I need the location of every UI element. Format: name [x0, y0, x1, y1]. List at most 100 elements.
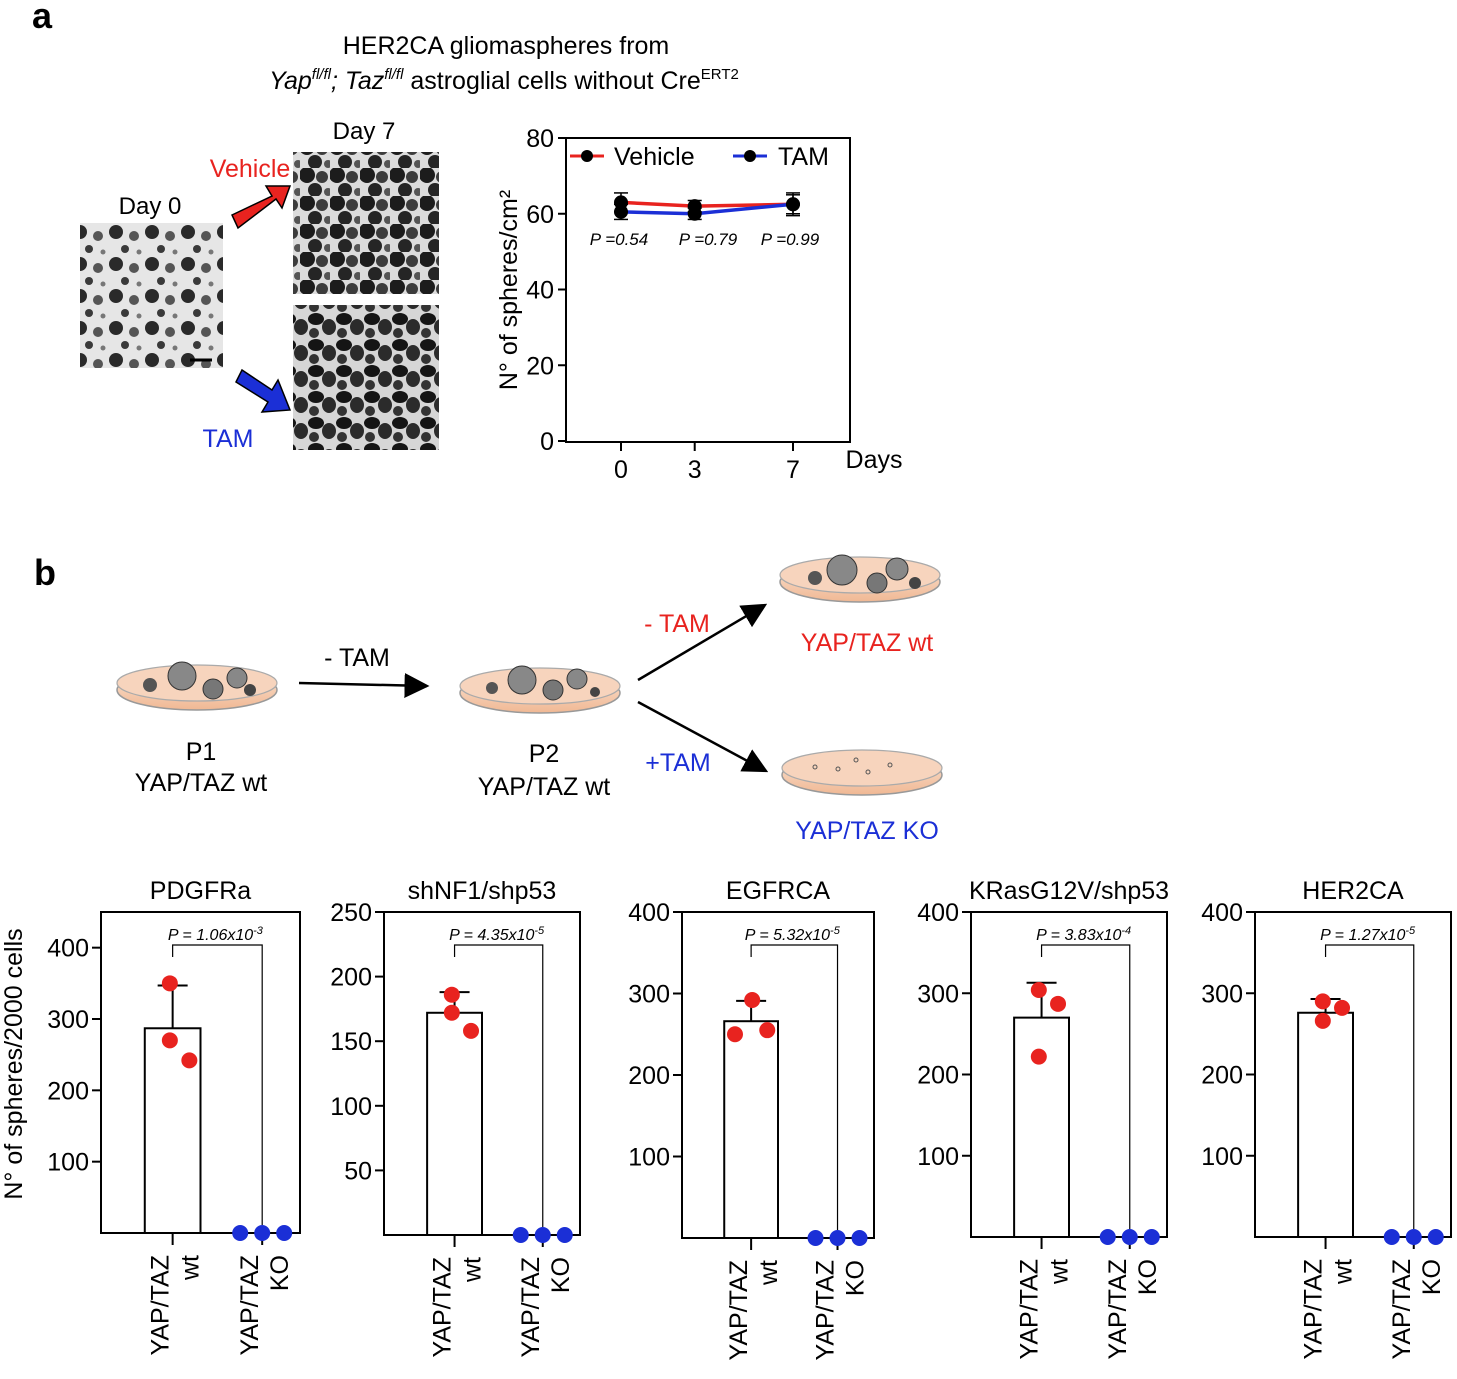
arrow-to-wt	[637, 603, 768, 682]
y-tick-label: 200	[917, 1062, 959, 1090]
data-point-wt	[1314, 993, 1331, 1010]
x-category-label: YAP/TAZKO	[517, 1257, 575, 1357]
x-category-label: YAP/TAZKO	[1388, 1259, 1446, 1359]
title-sep: ;	[331, 67, 338, 95]
bar-chart-title: EGFRCA	[726, 877, 831, 905]
data-point-ko	[1121, 1229, 1138, 1245]
y-tick-label: 100	[1201, 1143, 1243, 1171]
title-cre-sup: ERT2	[701, 66, 739, 83]
line-chart-frame	[565, 137, 851, 443]
p-value-label: P =0.99	[761, 230, 820, 249]
vehicle-arrow-label: Vehicle	[210, 155, 291, 183]
data-point-ko	[807, 1230, 824, 1246]
bar-chart-pdgfra: PDGFRa 100 200 300 400 P = 1.06x10-3 YAP/TAZwt…	[47, 877, 301, 1355]
p1-label: P1	[186, 738, 217, 766]
data-point-tam	[786, 197, 800, 212]
legend-tam-marker	[744, 150, 756, 162]
significance-bracket	[172, 944, 263, 1225]
dish-p1-icon	[116, 661, 278, 711]
bar-chart-krasg12v-shp53: KRasG12V/shp53 100 200 300 400 P = 3.83x10-4 Y…	[917, 877, 1169, 1359]
day0-micrograph	[80, 223, 223, 368]
arrow-to-ko	[637, 700, 769, 773]
x-category-label: YAP/TAZwt	[725, 1260, 783, 1361]
bar-chart-her2ca: HER2CA 100 200 300 400 P = 1.27x10-5 YAP/TAZwt…	[1201, 877, 1452, 1360]
x-tick-label: 7	[786, 456, 800, 484]
data-point-ko	[254, 1225, 271, 1241]
data-point-wt	[463, 1022, 480, 1039]
dish-wt-icon	[779, 554, 941, 603]
tam-arrow-label: TAM	[203, 425, 254, 453]
ko-outcome-label: YAP/TAZ KO	[795, 817, 939, 845]
data-point-tam	[614, 204, 628, 219]
y-tick-label: 200	[628, 1062, 670, 1090]
y-tick-label: 400	[917, 899, 959, 927]
significance-bracket	[1324, 944, 1415, 1229]
arrow-up-label: - TAM	[644, 610, 710, 638]
p2-label: P2	[529, 740, 560, 768]
y-tick-label: 100	[917, 1143, 959, 1171]
data-point-ko	[1427, 1229, 1444, 1245]
data-point-ko	[829, 1230, 846, 1246]
bar-charts: PDGFRa 100 200 300 400 P = 1.06x10-3 YAP/TAZwt…	[47, 877, 1452, 1361]
data-point-wt	[181, 1052, 198, 1069]
data-point-wt	[726, 1026, 743, 1043]
bar-chart-title: shNF1/shp53	[408, 877, 557, 905]
significance-bracket	[1040, 944, 1131, 1229]
tam-day7-micrograph	[293, 305, 439, 450]
data-point-wt	[1334, 999, 1351, 1016]
bar-wt	[426, 1011, 483, 1236]
line-chart-xlabel: Days	[846, 446, 903, 474]
p-value-label: P = 1.27x10-5	[1320, 925, 1416, 944]
data-point-wt	[443, 986, 460, 1003]
p-value-label: P = 5.32x10-5	[745, 925, 841, 944]
data-point-wt	[759, 1022, 776, 1039]
bar-chart-egfrca: EGFRCA 100 200 300 400 P = 5.32x10-5 YAP/TAZwt…	[628, 877, 875, 1361]
x-category-label: YAP/TAZwt	[429, 1257, 487, 1358]
y-tick-label: 100	[330, 1093, 372, 1121]
data-point-wt	[1050, 995, 1067, 1012]
vehicle-day7-micrograph	[293, 152, 439, 294]
data-point-ko	[1383, 1229, 1400, 1245]
x-category-label: YAP/TAZwt	[1016, 1259, 1074, 1360]
bar-chart-title: KRasG12V/shp53	[969, 877, 1169, 905]
y-tick-label: 200	[1201, 1062, 1243, 1090]
title-taz: Taz	[345, 67, 385, 95]
panel-a-title-line2: Yapfl/fl; Tazfl/fl astroglial cells with…	[269, 66, 739, 95]
vehicle-arrow-icon	[231, 185, 292, 230]
arrow-down-label: +TAM	[645, 749, 711, 777]
tam-arrow-icon	[235, 368, 292, 413]
y-tick-label: 400	[628, 899, 670, 927]
p1-genotype: YAP/TAZ wt	[135, 769, 267, 797]
y-tick-label: 150	[330, 1028, 372, 1056]
x-category-label: YAP/TAZKO	[812, 1260, 870, 1360]
y-tick-label: 80	[526, 125, 554, 153]
x-category-label: YAP/TAZwt	[1300, 1259, 1358, 1360]
data-point-ko	[556, 1227, 573, 1243]
dish-p2-icon	[459, 665, 621, 714]
data-point-wt	[744, 992, 761, 1009]
data-point-wt	[443, 1004, 460, 1021]
bar-charts-ylabel: N° of spheres/2000 cells	[0, 928, 28, 1199]
data-point-ko	[1099, 1229, 1116, 1245]
y-tick-label: 300	[1201, 980, 1243, 1008]
bar-wt	[1297, 1011, 1354, 1238]
arrow-p1-to-p2	[298, 672, 430, 698]
panel-a: a HER2CA gliomaspheres from Yapfl/fl; Ta…	[32, 0, 902, 484]
wt-outcome-label: YAP/TAZ wt	[801, 629, 933, 657]
y-tick-label: 300	[628, 981, 670, 1009]
arrow1-label: - TAM	[324, 644, 390, 672]
p2-genotype: YAP/TAZ wt	[478, 773, 610, 801]
y-tick-label: 20	[526, 352, 554, 380]
day7-label: Day 7	[333, 118, 396, 145]
x-category-label: YAP/TAZKO	[236, 1255, 294, 1355]
data-point-ko	[1405, 1229, 1422, 1245]
data-point-ko	[232, 1225, 249, 1241]
line-chart: N° of spheres/cm² Days 0 20 40 60 80 0 3 7 P =0.…	[495, 125, 902, 484]
p-value-label: P = 4.35x10-5	[449, 925, 545, 944]
title-yap-sup: fl/fl	[312, 66, 332, 83]
y-tick-label: 300	[47, 1006, 89, 1034]
y-tick-label: 100	[628, 1144, 670, 1172]
day0-label: Day 0	[119, 193, 182, 220]
y-tick-label: 40	[526, 277, 554, 305]
